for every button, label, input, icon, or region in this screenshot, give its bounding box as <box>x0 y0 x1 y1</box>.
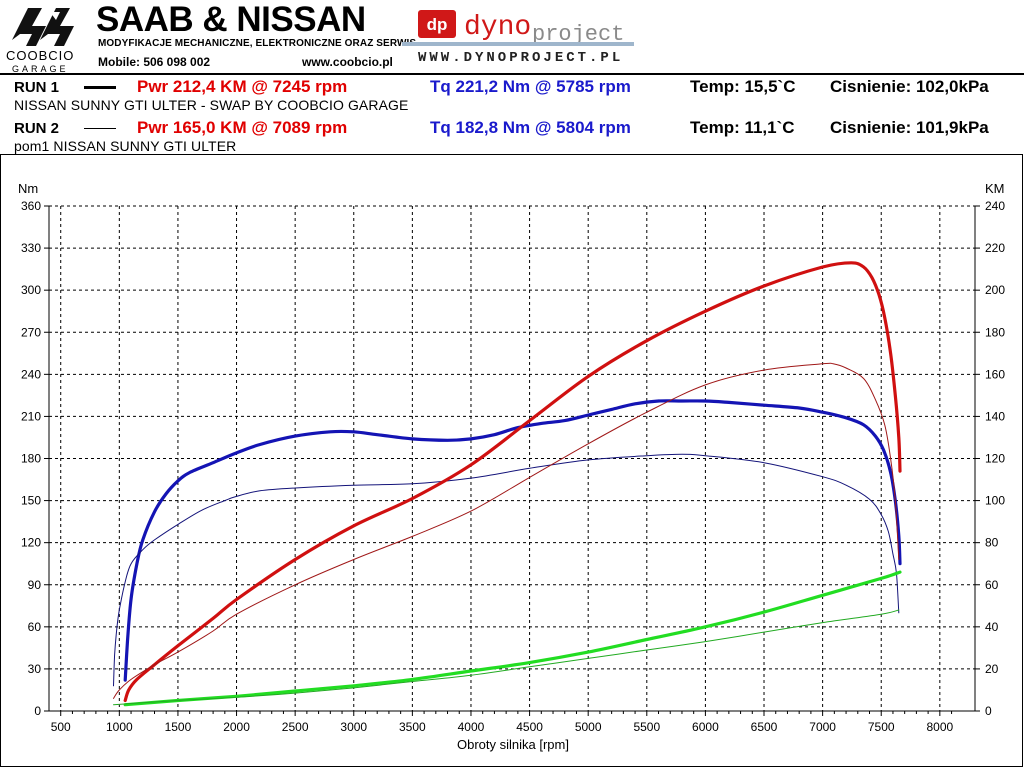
y-right-tick-label: 120 <box>985 452 1005 466</box>
dyno-project-word: project <box>532 22 624 44</box>
run1-torque: Tq 221,2 Nm @ 5785 rpm <box>430 77 631 96</box>
x-axis-title: Obroty silnika [rpm] <box>457 737 569 752</box>
y-right-tick-label: 40 <box>985 620 999 634</box>
y-right-tick-label: 60 <box>985 578 999 592</box>
x-tick-label: 5500 <box>633 720 660 734</box>
y-right-tick-label: 240 <box>985 199 1005 213</box>
run2-torque: Tq 182,8 Nm @ 5804 rpm <box>430 118 631 137</box>
x-tick-label: 6500 <box>751 720 778 734</box>
x-tick-label: 7000 <box>809 720 836 734</box>
y-right-tick-label: 220 <box>985 241 1005 255</box>
logo-subtitle: GARAGE <box>12 64 69 74</box>
report-header: COOBCIO GARAGE SAAB & NISSAN MODYFIKACJE… <box>0 0 1024 156</box>
y-right-tick-label: 100 <box>985 494 1005 508</box>
y-right-tick-label: 200 <box>985 283 1005 297</box>
chart-axes: 0 30 60 90 120 150 180 210 240 270 300 330 360 0 20 40 6… <box>21 199 1005 734</box>
y-left-tick-label: 90 <box>28 578 42 592</box>
run1-legend-line <box>84 86 116 89</box>
run1-row: RUN 1 Pwr 212,4 KM @ 7245 rpm Tq 221,2 N… <box>0 77 1024 97</box>
y-right-tick-label: 20 <box>985 662 999 676</box>
x-tick-label: 5000 <box>575 720 602 734</box>
y-left-tick-label: 0 <box>34 704 41 718</box>
x-tick-label: 4000 <box>458 720 485 734</box>
y-left-tick-label: 270 <box>21 325 41 339</box>
y-left-tick-label: 180 <box>21 452 41 466</box>
x-tick-label: 4500 <box>516 720 543 734</box>
dyno-chart-frame: 0 30 60 90 120 150 180 210 240 270 300 330 360 0 20 40 6… <box>0 154 1023 767</box>
run2-temperature: Temp: 11,1`C <box>690 118 795 137</box>
y-left-tick-label: 300 <box>21 283 41 297</box>
run1-pressure: Cisnienie: 102,0kPa <box>830 77 989 96</box>
y-left-tick-label: 330 <box>21 241 41 255</box>
y-left-tick-label: 150 <box>21 494 41 508</box>
run1-temperature: Temp: 15,5`C <box>690 77 796 96</box>
x-tick-label: 1500 <box>165 720 192 734</box>
y-right-tick-label: 140 <box>985 409 1005 423</box>
website: www.coobcio.pl <box>302 55 393 69</box>
y-left-tick-label: 120 <box>21 536 41 550</box>
run2-pressure: Cisnienie: 101,9kPa <box>830 118 989 137</box>
left-axis-unit: Nm <box>18 181 38 196</box>
run1-power: Pwr 212,4 KM @ 7245 rpm <box>137 77 348 96</box>
x-tick-label: 7500 <box>868 720 895 734</box>
y-left-tick-label: 30 <box>28 662 42 676</box>
chart-series <box>113 261 902 707</box>
run-2-pwr-line <box>113 362 900 699</box>
brand-subtitle: MODYFIKACJE MECHANICZNE, ELEKTRONICZNE O… <box>98 38 417 49</box>
header-divider <box>0 73 1024 75</box>
x-tick-label: 2500 <box>282 720 309 734</box>
run2-description: pom1 NISSAN SUNNY GTI ULTER <box>14 138 237 154</box>
y-left-tick-label: 240 <box>21 367 41 381</box>
logo-name: COOBCIO <box>6 48 75 63</box>
run2-power: Pwr 165,0 KM @ 7089 rpm <box>137 118 348 137</box>
run1-label: RUN 1 <box>14 79 60 96</box>
x-tick-label: 3000 <box>340 720 367 734</box>
x-tick-label: 1000 <box>106 720 133 734</box>
y-right-tick-label: 180 <box>985 325 1005 339</box>
chart-grid <box>49 205 975 711</box>
y-left-tick-label: 60 <box>28 620 42 634</box>
brand-title: SAAB & NISSAN <box>96 0 366 39</box>
y-left-tick-label: 210 <box>21 409 41 423</box>
mobile-number: Mobile: 506 098 002 <box>98 55 211 69</box>
run-2-loss-line <box>113 609 900 706</box>
run2-legend-line <box>84 128 116 129</box>
dynoproject-logo-icon: dp dyno project <box>418 10 624 44</box>
dyno-chart: 0 30 60 90 120 150 180 210 240 270 300 330 360 0 20 40 6… <box>18 181 1005 752</box>
run-2-tq-line <box>113 453 900 687</box>
y-right-tick-label: 80 <box>985 536 999 550</box>
run2-label: RUN 2 <box>14 120 60 137</box>
run-1-pwr-line <box>123 261 902 703</box>
dyno-badge-text: dp <box>427 15 448 34</box>
coobcio-logo-icon <box>12 8 74 46</box>
x-tick-label: 6000 <box>692 720 719 734</box>
run1-description: NISSAN SUNNY GTI ULTER - SWAP BY COOBCIO… <box>14 97 409 113</box>
y-left-tick-label: 360 <box>21 199 41 213</box>
x-tick-label: 3500 <box>399 720 426 734</box>
run-1-tq-line <box>123 399 902 682</box>
x-tick-label: 8000 <box>926 720 953 734</box>
x-tick-label: 2000 <box>223 720 250 734</box>
y-right-tick-label: 160 <box>985 367 1005 381</box>
run-1-loss-line <box>123 570 902 707</box>
x-tick-label: 500 <box>51 720 71 734</box>
y-right-tick-label: 0 <box>985 704 992 718</box>
dyno-underline <box>402 42 634 46</box>
run2-row: RUN 2 Pwr 165,0 KM @ 7089 rpm Tq 182,8 N… <box>0 118 1024 138</box>
dyno-website: WWW.DYNOPROJECT.PL <box>418 50 624 66</box>
right-axis-unit: KM <box>985 181 1005 196</box>
dyno-word: dyno <box>464 12 531 43</box>
